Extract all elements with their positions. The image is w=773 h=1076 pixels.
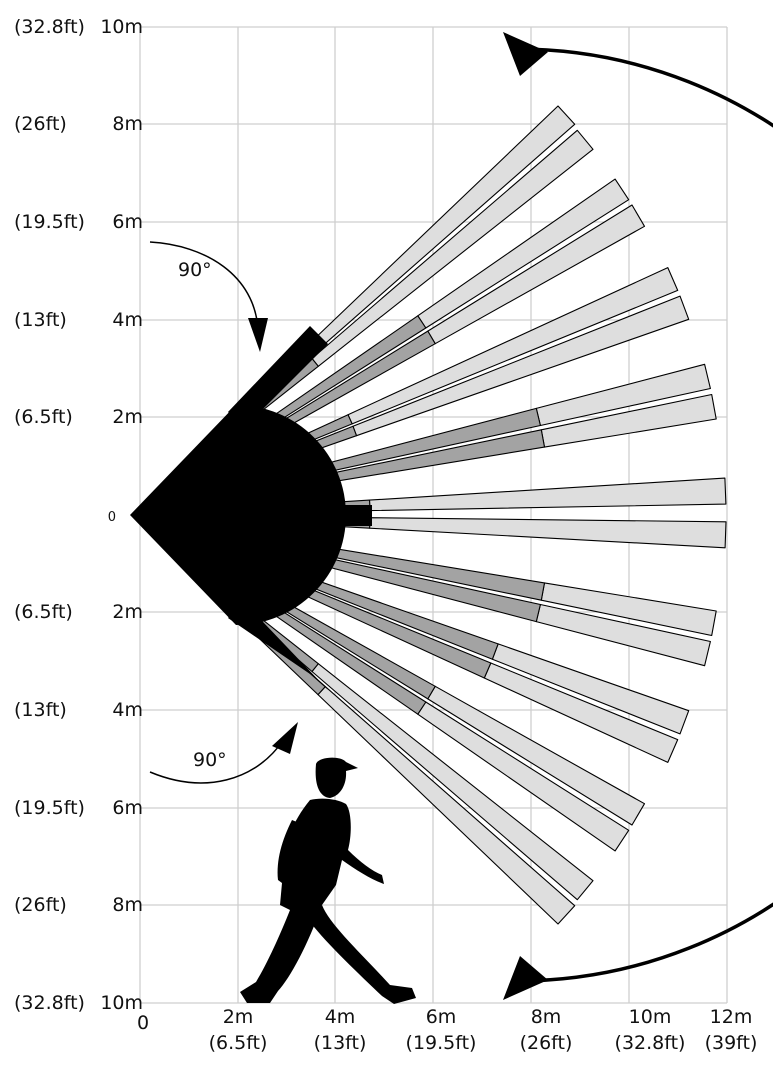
y-label-m: 4m: [112, 309, 143, 331]
x-label-ft: (39ft): [705, 1032, 758, 1054]
y-label-m: 10m: [100, 16, 143, 38]
y-label-ft: (26ft): [14, 113, 67, 135]
y-label-ft: (32.8ft): [14, 16, 85, 38]
y-label-m: 4m: [112, 699, 143, 721]
y-label-ft: (26ft): [14, 894, 67, 916]
x-label-ft: (6.5ft): [209, 1032, 268, 1054]
detector-core-zone: [130, 326, 346, 690]
y-label-m: 2m: [112, 601, 143, 623]
y-label-ft: (19.5ft): [14, 797, 85, 819]
y-label-m: 6m: [112, 211, 143, 233]
angle-label-lower: 90°: [193, 749, 227, 771]
x-label-ft: (19.5ft): [406, 1032, 477, 1054]
y-label-m: 2m: [112, 406, 143, 428]
x-label-ft: (13ft): [314, 1032, 367, 1054]
x-label-m: 10m: [629, 1006, 672, 1028]
y-label-m: 10m: [100, 992, 143, 1014]
y-label-ft: (19.5ft): [14, 211, 85, 233]
arrowhead-top-icon: [503, 32, 548, 76]
x-label-m: 6m: [426, 1006, 457, 1028]
x-label-ft: (32.8ft): [615, 1032, 686, 1054]
rotation-arrow-lower: [149, 741, 283, 784]
range-arc: [516, 47, 773, 983]
arrowhead-bottom-icon: [503, 956, 548, 1000]
angle-label-upper: 90°: [178, 259, 212, 281]
x-label-m: 4m: [325, 1006, 356, 1028]
y-label-ft: (32.8ft): [14, 992, 85, 1014]
detection-beams: [237, 105, 727, 925]
y-label-m: 0: [108, 510, 116, 525]
y-label-m: 8m: [112, 113, 143, 135]
beam-far-zone: [368, 477, 727, 512]
x-label-m: 2m: [223, 1006, 254, 1028]
x-label-m: 12m: [710, 1006, 753, 1028]
y-label-ft: (13ft): [14, 699, 67, 721]
arrowhead-upper-icon: [248, 318, 268, 352]
x-label-ft: (26ft): [520, 1032, 573, 1054]
y-axis-labels: (32.8ft) 10m (26ft) 8m (19.5ft) 6m (13ft) 4m (6.…: [14, 16, 143, 1014]
x-axis-labels: 0 2m (6.5ft) 4m (13ft) 6m (19.5ft) 8m (26ft) 10m (…: [137, 1006, 757, 1054]
y-label-m: 6m: [112, 797, 143, 819]
beam-far-zone: [369, 517, 727, 549]
rotation-arrow-upper: [149, 241, 259, 331]
y-label-ft: (6.5ft): [14, 406, 73, 428]
y-label-ft: (6.5ft): [14, 601, 73, 623]
x-label-m: 8m: [531, 1006, 562, 1028]
arrowhead-lower-icon: [272, 722, 298, 754]
x-label-m: 0: [137, 1012, 149, 1034]
y-label-m: 8m: [112, 894, 143, 916]
walking-person-icon: [240, 757, 416, 1004]
y-label-ft: (13ft): [14, 309, 67, 331]
